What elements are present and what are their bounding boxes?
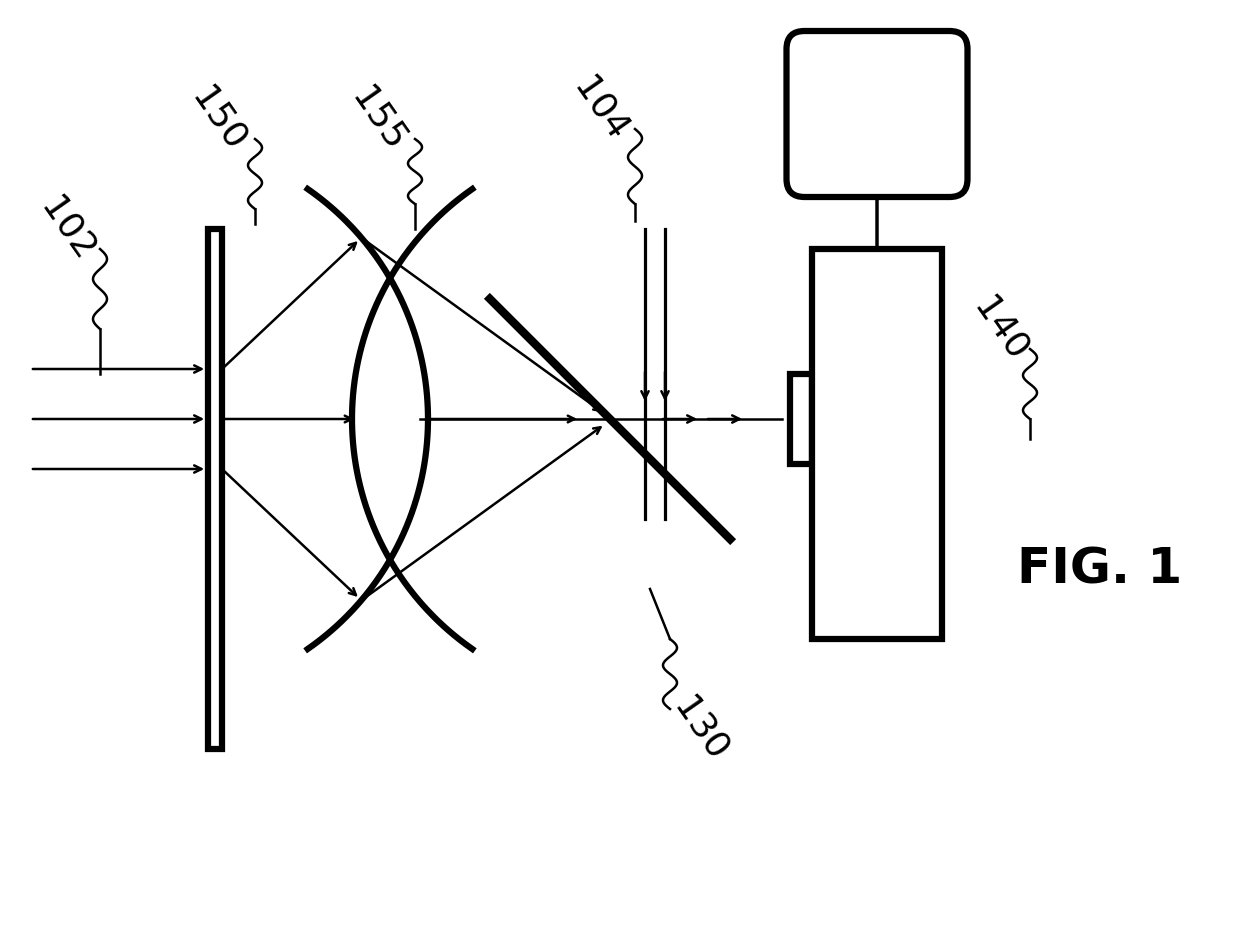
Bar (208, 229, 222, 749)
Text: 130: 130 (666, 691, 734, 767)
Text: 102: 102 (33, 191, 100, 267)
Text: 104: 104 (567, 71, 634, 147)
Bar (812, 249, 942, 639)
Bar (790, 374, 812, 464)
Text: 160: 160 (837, 93, 916, 135)
Text: 140: 140 (966, 291, 1034, 367)
Text: FIG. 1: FIG. 1 (1017, 545, 1183, 593)
Text: 155: 155 (345, 81, 412, 157)
FancyBboxPatch shape (786, 31, 967, 197)
Text: 150: 150 (185, 81, 252, 157)
